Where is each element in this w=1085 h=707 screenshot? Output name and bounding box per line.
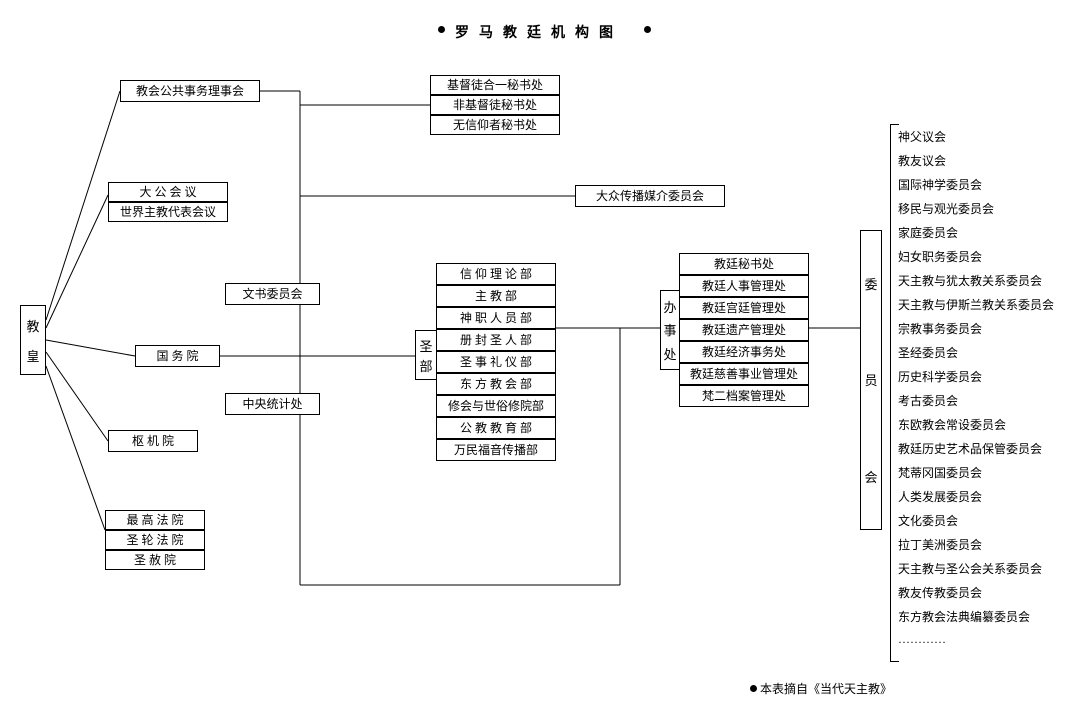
committee-item: 教友传教委员会 [898,584,982,601]
node-central-statistics: 中央统计处 [225,393,320,415]
committee-item: 东方教会法典编纂委员会 [898,608,1030,625]
node-sec-nonchristian: 非基督徒秘书处 [430,95,560,115]
committee-item: 教友议会 [898,152,946,169]
committee-item: 移民与观光委员会 [898,200,994,217]
node-pope: 教皇 [20,305,46,375]
node-supreme-tribunal: 最 高 法 院 [105,510,205,530]
committee-item: 拉丁美洲委员会 [898,536,982,553]
committee-item: 文化委员会 [898,512,958,529]
org-chart-canvas: 罗马教廷机构图 教皇 教会公共事务理事会 大 公 会 议 世界主教代表会议 国 … [0,0,1085,707]
node-cong-bishops: 主 教 部 [436,285,556,307]
node-public-affairs-council: 教会公共事务理事会 [120,80,260,102]
node-bishops-synod: 世界主教代表会议 [108,202,228,222]
chart-title: 罗马教廷机构图 [455,22,623,42]
source-dot-icon [750,685,757,692]
node-college-of-cardinals: 枢 机 院 [108,430,198,452]
node-off-charity: 教廷慈善事业管理处 [679,363,809,385]
node-sec-nonbeliever: 无信仰者秘书处 [430,115,560,135]
node-committees-label: 委员会 [860,230,882,530]
committee-item: 国际神学委员会 [898,176,982,193]
committee-item: 妇女职务委员会 [898,248,982,265]
committee-item: 教廷历史艺术品保管委员会 [898,440,1042,457]
committee-item: 东欧教会常设委员会 [898,416,1006,433]
committee-item: 宗教事务委员会 [898,320,982,337]
node-cong-religious: 修会与世俗修院部 [436,395,556,417]
node-cong-education: 公 教 教 育 部 [436,417,556,439]
node-off-secretariat: 教廷秘书处 [679,253,809,275]
node-off-economy: 教廷经济事务处 [679,341,809,363]
node-rota-tribunal: 圣 轮 法 院 [105,530,205,550]
committee-item: 天主教与圣公会关系委员会 [898,560,1042,577]
committee-item: 梵蒂冈国委员会 [898,464,982,481]
committee-item: 人类发展委员会 [898,488,982,505]
node-cong-evangelization: 万民福音传播部 [436,439,556,461]
node-off-palace: 教廷宫廷管理处 [679,297,809,319]
node-mass-media-committee: 大众传播媒介委员会 [575,185,725,207]
node-off-archive: 梵二档案管理处 [679,385,809,407]
node-cong-oriental: 东 方 教 会 部 [436,373,556,395]
node-secretaries-committee: 文书委员会 [225,283,320,305]
committee-item: 神父议会 [898,128,946,145]
node-cong-clergy: 神 职 人 员 部 [436,307,556,329]
node-congregations-label: 圣部 [415,330,437,380]
node-cong-saints: 册 封 圣 人 部 [436,329,556,351]
committee-item: ………… [898,632,946,647]
node-off-personnel: 教廷人事管理处 [679,275,809,297]
committee-item: 天主教与犹太教关系委员会 [898,272,1042,289]
source-note: 本表摘自《当代天主教》 [760,680,892,697]
node-off-heritage: 教廷遗产管理处 [679,319,809,341]
title-dot-right [644,26,651,33]
title-dot-left [438,26,445,33]
committee-item: 家庭委员会 [898,224,958,241]
node-secretariat-of-state: 国 务 院 [135,345,220,367]
committee-item: 天主教与伊斯兰教关系委员会 [898,296,1054,313]
committee-item: 历史科学委员会 [898,368,982,385]
node-apostolic-penitentiary: 圣 赦 院 [105,550,205,570]
node-sec-christian-unity: 基督徒合一秘书处 [430,75,560,95]
node-ecumenical-council: 大 公 会 议 [108,182,228,202]
committee-item: 圣经委员会 [898,344,958,361]
node-cong-worship: 圣 事 礼 仪 部 [436,351,556,373]
node-cong-doctrine: 信 仰 理 论 部 [436,263,556,285]
node-offices-label: 办事处 [660,290,680,370]
committee-item: 考古委员会 [898,392,958,409]
